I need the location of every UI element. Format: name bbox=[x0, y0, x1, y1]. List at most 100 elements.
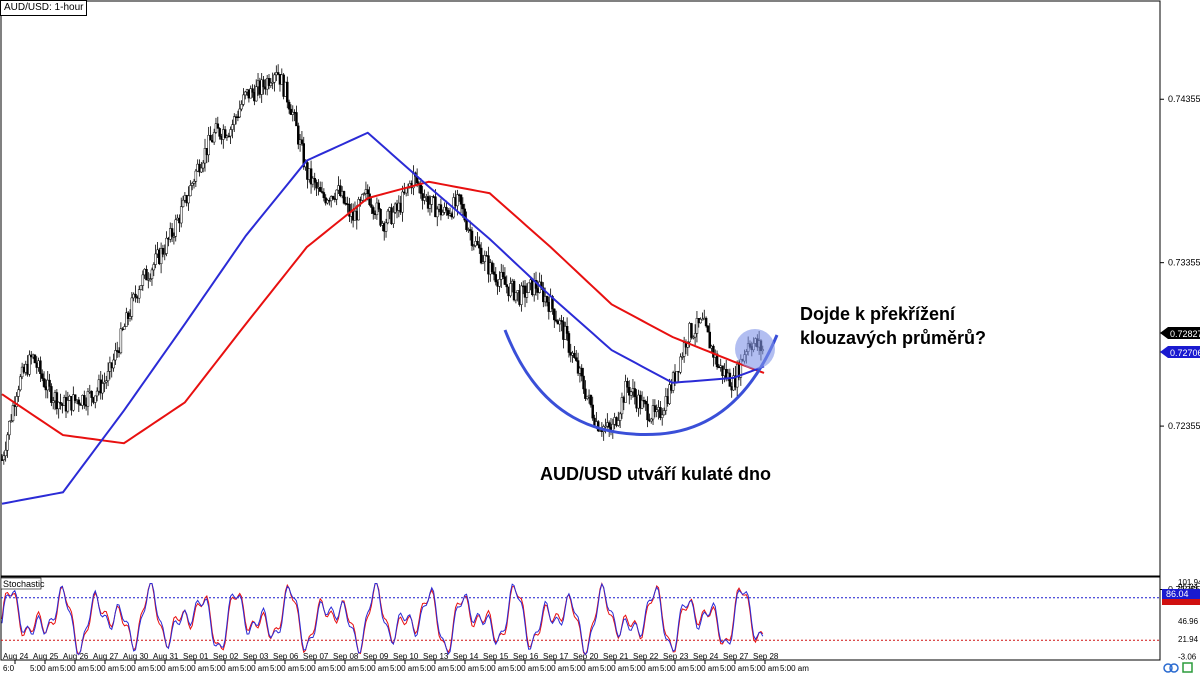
date-tick-label: Sep 23 bbox=[663, 652, 689, 661]
candle-body bbox=[51, 400, 55, 403]
candle-body bbox=[628, 386, 631, 396]
candle-body bbox=[651, 405, 655, 420]
time-tick-label: 5:00 am bbox=[300, 664, 329, 673]
candle-body bbox=[223, 129, 227, 138]
candle-body bbox=[300, 139, 304, 144]
candle-body bbox=[379, 208, 382, 226]
candle-body bbox=[203, 148, 207, 164]
candle-body bbox=[503, 276, 507, 285]
candle-body bbox=[154, 253, 157, 265]
candle-body bbox=[646, 403, 649, 421]
chart-title: AUD/USD: 1-hour bbox=[0, 0, 88, 16]
candle-body bbox=[662, 410, 666, 416]
candle-body bbox=[40, 373, 44, 379]
candle-body bbox=[421, 193, 424, 201]
candle-body bbox=[525, 292, 529, 298]
candle-body bbox=[55, 392, 59, 410]
candle-body bbox=[463, 208, 466, 221]
date-tick-label: Aug 25 bbox=[33, 652, 59, 661]
date-tick-label: Aug 26 bbox=[63, 652, 89, 661]
candle-body bbox=[423, 197, 426, 201]
candle-body bbox=[644, 401, 647, 405]
candle-body bbox=[498, 279, 501, 287]
time-tick-label: 5:00 am bbox=[570, 664, 599, 673]
time-tick-label: 5:00 am bbox=[750, 664, 779, 673]
candle-body bbox=[371, 207, 375, 214]
candle-body bbox=[470, 230, 474, 246]
candle-body bbox=[386, 210, 390, 224]
time-tick-label: 5:00 am bbox=[480, 664, 509, 673]
candle-body bbox=[339, 185, 342, 197]
candle-body bbox=[527, 282, 530, 293]
candle-body bbox=[313, 178, 316, 183]
current-price-label: 0.72827 bbox=[1160, 327, 1200, 339]
candle-body bbox=[125, 312, 128, 327]
candle-body bbox=[318, 187, 322, 192]
stochastic-tick-label: 96.04 bbox=[1178, 582, 1199, 591]
candle-body bbox=[161, 248, 165, 255]
candle-body bbox=[212, 132, 216, 143]
candle-body bbox=[617, 420, 620, 426]
ma-price-label: 0.72706 bbox=[1160, 346, 1200, 358]
candle-body bbox=[573, 352, 576, 358]
candle-body bbox=[620, 397, 624, 415]
candle-body bbox=[576, 360, 580, 374]
candle-body bbox=[401, 191, 404, 213]
candle-body bbox=[141, 274, 145, 286]
candle-body bbox=[159, 248, 163, 265]
candle-body bbox=[558, 320, 562, 325]
candle-body bbox=[419, 184, 423, 194]
candle-body bbox=[94, 395, 97, 403]
candle-body bbox=[50, 386, 53, 403]
candle-body bbox=[567, 333, 571, 353]
date-tick-label: Aug 31 bbox=[153, 652, 179, 661]
candle-body bbox=[123, 326, 126, 330]
candle-body bbox=[633, 388, 637, 397]
candle-body bbox=[704, 317, 708, 327]
candle-body bbox=[218, 128, 221, 137]
candle-body bbox=[190, 183, 194, 186]
candle-body bbox=[436, 208, 439, 218]
first-time-label: 6:0 bbox=[3, 664, 15, 673]
candle-body bbox=[326, 199, 329, 204]
candle-body bbox=[130, 297, 134, 317]
date-tick-label: Sep 15 bbox=[483, 652, 509, 661]
date-tick-label: Sep 08 bbox=[333, 652, 359, 661]
candle-body bbox=[589, 394, 593, 406]
candle-body bbox=[112, 359, 115, 369]
svg-text:86.04: 86.04 bbox=[1166, 589, 1189, 599]
candle-body bbox=[229, 129, 232, 137]
candle-body bbox=[236, 116, 240, 119]
candle-body bbox=[128, 316, 132, 319]
time-tick-label: 5:00 am bbox=[720, 664, 749, 673]
candle-body bbox=[59, 401, 62, 405]
candle-body bbox=[362, 193, 366, 195]
candle-body bbox=[165, 237, 168, 254]
candle-body bbox=[580, 367, 583, 377]
candle-body bbox=[706, 325, 710, 333]
candle-body bbox=[271, 81, 274, 84]
candle-body bbox=[322, 192, 326, 198]
time-tick-label: 5:00 am bbox=[450, 664, 479, 673]
date-tick-label: Sep 22 bbox=[633, 652, 659, 661]
candle-body bbox=[434, 196, 437, 218]
candle-body bbox=[181, 199, 185, 207]
date-tick-label: Sep 09 bbox=[363, 652, 389, 661]
candle-body bbox=[73, 394, 77, 401]
time-tick-label: 5:00 am bbox=[600, 664, 629, 673]
date-tick-label: Sep 10 bbox=[393, 652, 419, 661]
candle-body bbox=[514, 292, 518, 301]
candle-body bbox=[139, 285, 143, 290]
candle-body bbox=[520, 285, 523, 305]
date-tick-label: Aug 27 bbox=[93, 652, 119, 661]
stochastic-frame bbox=[0, 576, 1161, 661]
candle-body bbox=[150, 269, 154, 279]
time-tick-label: 5:00 am bbox=[540, 664, 569, 673]
candle-body bbox=[194, 170, 198, 182]
candle-body bbox=[357, 199, 360, 221]
candle-body bbox=[90, 390, 93, 398]
candle-body bbox=[39, 360, 42, 374]
candle-body bbox=[2, 455, 6, 461]
candle-body bbox=[681, 356, 684, 358]
